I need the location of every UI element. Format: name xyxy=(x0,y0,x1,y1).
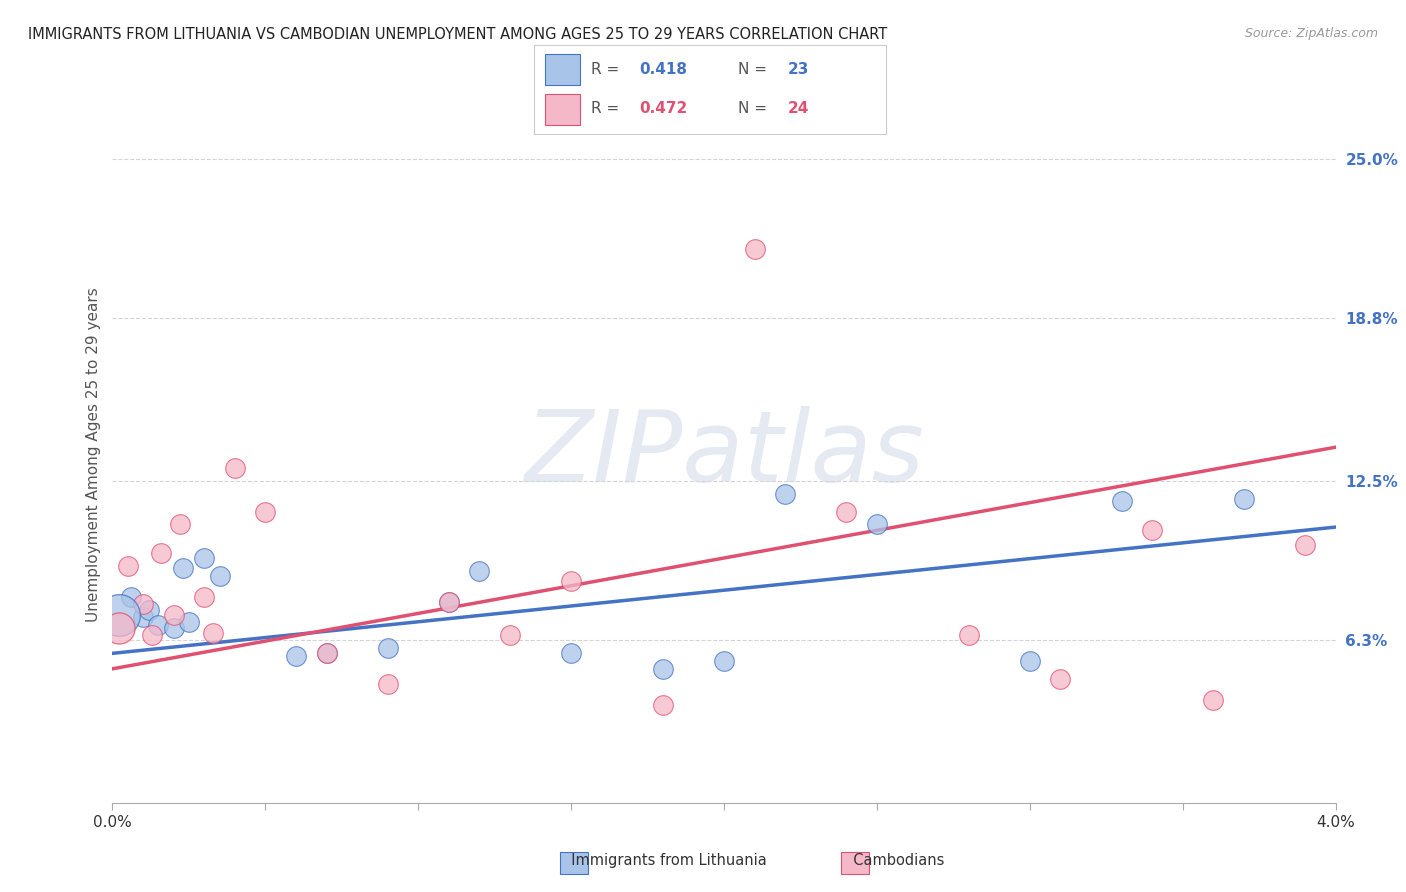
Point xyxy=(107,607,129,622)
Bar xyxy=(544,54,579,85)
Point xyxy=(254,505,277,519)
Point xyxy=(163,621,186,635)
Point xyxy=(499,628,522,642)
Text: Immigrants from Lithuania: Immigrants from Lithuania xyxy=(562,854,768,868)
Point xyxy=(284,648,308,663)
Text: 24: 24 xyxy=(787,102,808,116)
Point xyxy=(117,558,139,573)
Text: IMMIGRANTS FROM LITHUANIA VS CAMBODIAN UNEMPLOYMENT AMONG AGES 25 TO 29 YEARS CO: IMMIGRANTS FROM LITHUANIA VS CAMBODIAN U… xyxy=(28,27,887,42)
Point xyxy=(560,646,582,660)
Point xyxy=(138,602,160,616)
Point xyxy=(163,607,186,622)
Point xyxy=(1049,672,1071,686)
Text: R =: R = xyxy=(591,102,624,116)
Point xyxy=(193,590,215,604)
Point xyxy=(177,615,200,630)
Point xyxy=(120,590,142,604)
Point xyxy=(224,460,246,475)
Point xyxy=(468,564,491,578)
Text: N =: N = xyxy=(738,62,772,77)
Point xyxy=(835,505,858,519)
Point xyxy=(169,517,191,532)
Point xyxy=(652,698,675,712)
Point xyxy=(208,569,231,583)
Point xyxy=(1233,491,1256,506)
Point xyxy=(315,646,337,660)
Point xyxy=(1018,654,1040,668)
Point xyxy=(150,546,173,560)
Text: Cambodians: Cambodians xyxy=(844,854,943,868)
Text: R =: R = xyxy=(591,62,624,77)
Point xyxy=(132,598,155,612)
Text: ZIPatlas: ZIPatlas xyxy=(524,407,924,503)
Y-axis label: Unemployment Among Ages 25 to 29 years: Unemployment Among Ages 25 to 29 years xyxy=(86,287,101,623)
Text: N =: N = xyxy=(738,102,772,116)
Point xyxy=(713,654,735,668)
Point xyxy=(377,641,399,656)
Bar xyxy=(544,94,579,125)
Point xyxy=(773,486,796,500)
Point xyxy=(437,595,460,609)
Point xyxy=(377,677,399,691)
Point xyxy=(132,610,155,624)
Point xyxy=(193,551,215,566)
Point xyxy=(744,242,766,256)
Point xyxy=(1111,494,1133,508)
Point xyxy=(957,628,980,642)
Point xyxy=(172,561,194,575)
Point xyxy=(141,628,163,642)
Point xyxy=(866,517,889,532)
Point xyxy=(1142,523,1164,537)
Point xyxy=(560,574,582,589)
Point xyxy=(315,646,337,660)
Point xyxy=(1294,538,1316,552)
Text: 23: 23 xyxy=(787,62,808,77)
Text: Source: ZipAtlas.com: Source: ZipAtlas.com xyxy=(1244,27,1378,40)
Text: 0.472: 0.472 xyxy=(640,102,688,116)
Point xyxy=(652,662,675,676)
Point xyxy=(148,618,170,632)
Point xyxy=(202,625,225,640)
Text: 0.418: 0.418 xyxy=(640,62,688,77)
Point xyxy=(1202,692,1225,706)
Point xyxy=(107,621,129,635)
Point xyxy=(437,595,460,609)
